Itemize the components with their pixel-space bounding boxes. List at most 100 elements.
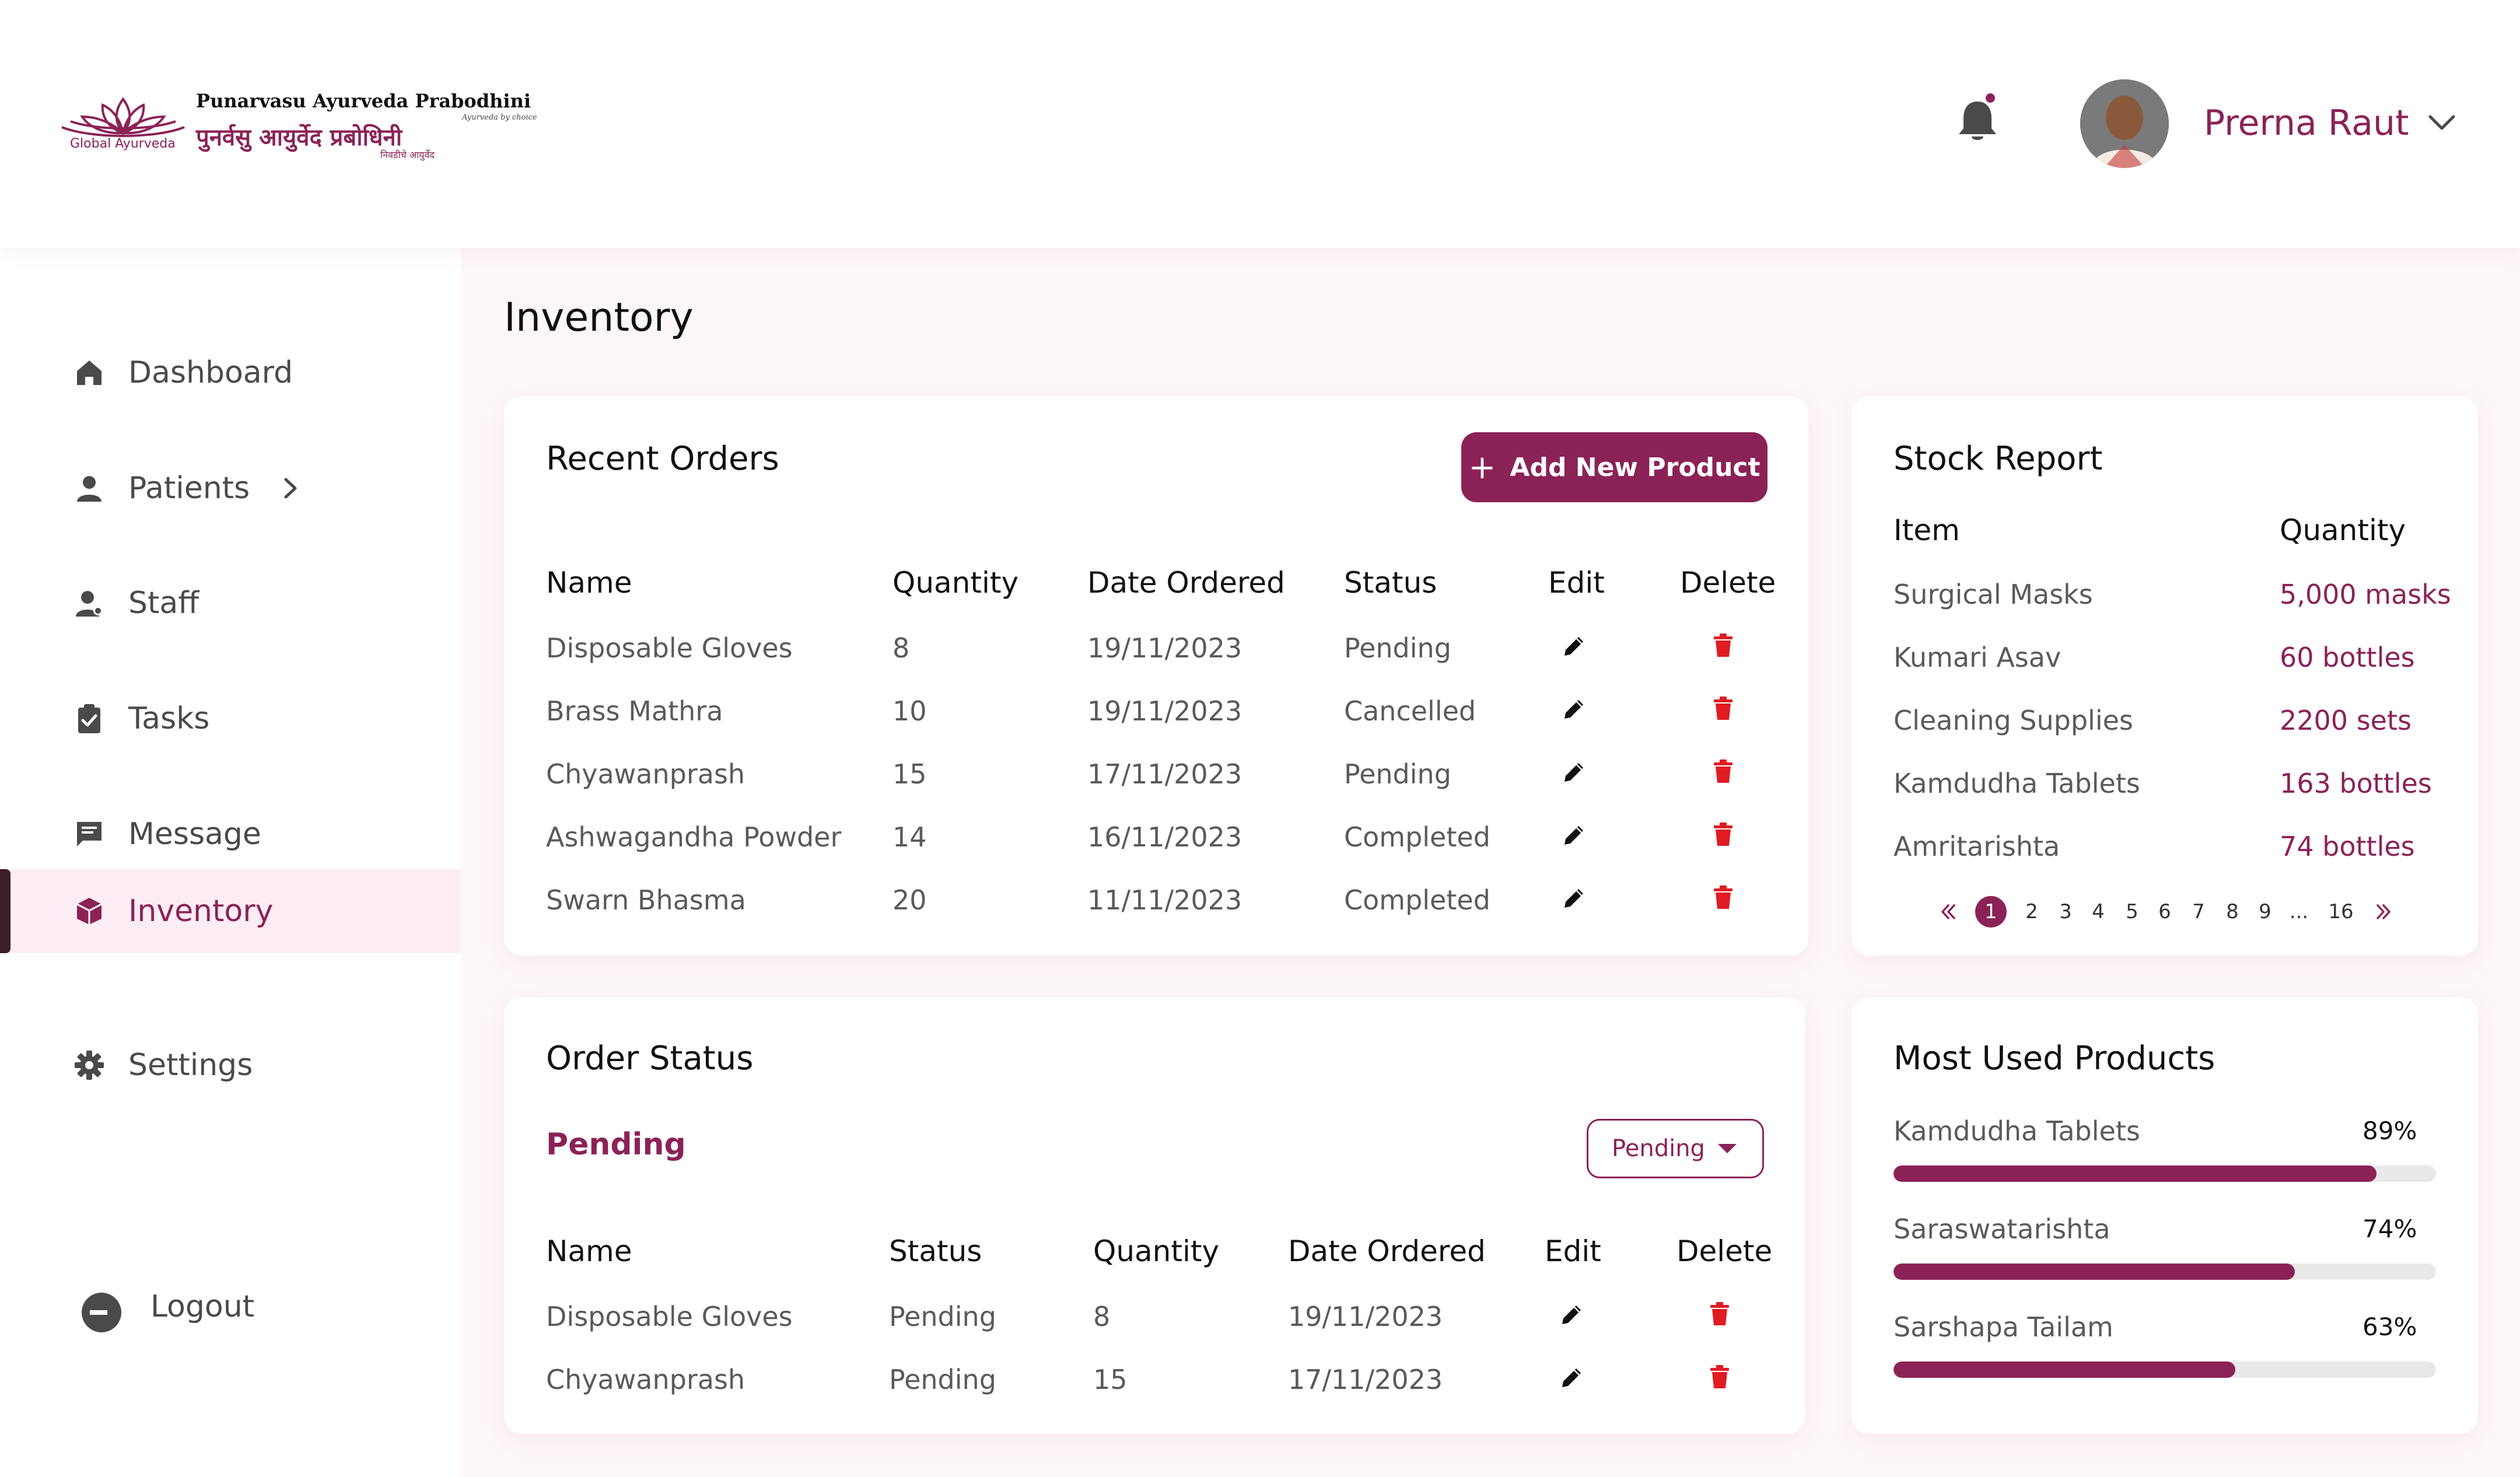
cell-status: Pending xyxy=(1344,758,1451,790)
cell-quantity: 14 xyxy=(892,821,927,853)
pencil-icon[interactable] xyxy=(1559,1302,1584,1328)
usage-progress-bar xyxy=(1894,1166,2436,1182)
usage-progress-fill xyxy=(1894,1166,2376,1182)
column-header-date-ordered: Date Ordered xyxy=(1087,566,1285,600)
pagination-page-16[interactable]: 16 xyxy=(2328,900,2354,923)
cell-status: Completed xyxy=(1344,884,1490,916)
brand-name-english: Punarvasu Ayurveda Prabodhini xyxy=(196,90,531,112)
cell-date: 17/11/2023 xyxy=(1087,758,1242,790)
sidebar-item-message[interactable]: Message xyxy=(0,792,461,876)
product-percent: 74% xyxy=(2362,1214,2417,1243)
trash-icon[interactable] xyxy=(1710,695,1736,721)
most-used-products-title: Most Used Products xyxy=(1894,1040,2216,1077)
cell-name: Disposable Gloves xyxy=(546,1301,793,1332)
product-percent: 63% xyxy=(2362,1312,2417,1341)
cell-date: 16/11/2023 xyxy=(1087,821,1242,853)
pagination-prev-icon[interactable] xyxy=(1931,896,1962,928)
order-status-filter-label: Pending xyxy=(546,1127,686,1162)
home-icon xyxy=(77,360,102,385)
stock-item-quantity: 2200 sets xyxy=(2280,705,2412,736)
user-name[interactable]: Prerna Raut xyxy=(2204,103,2409,144)
pagination-page-5[interactable]: 5 xyxy=(2126,900,2138,923)
trash-icon[interactable] xyxy=(1710,632,1736,658)
sidebar-item-dashboard[interactable]: Dashboard xyxy=(0,331,461,415)
pagination-ellipsis: ... xyxy=(2289,900,2309,923)
pencil-icon[interactable] xyxy=(1559,1365,1584,1391)
clipboard-icon xyxy=(78,704,100,733)
trash-icon[interactable] xyxy=(1707,1364,1732,1390)
column-header-item: Item xyxy=(1894,513,1960,547)
column-header-status: Status xyxy=(889,1234,982,1268)
order-status-title: Order Status xyxy=(546,1040,754,1077)
cell-date: 11/11/2023 xyxy=(1087,884,1242,916)
cell-date: 19/11/2023 xyxy=(1087,695,1242,727)
chevron-down-icon[interactable] xyxy=(2426,111,2458,134)
pagination-page-4[interactable]: 4 xyxy=(2092,900,2105,923)
sidebar-item-patients[interactable]: Patients xyxy=(0,446,461,530)
usage-progress-fill xyxy=(1894,1362,2235,1378)
recent-orders-title: Recent Orders xyxy=(546,440,779,478)
cell-status: Cancelled xyxy=(1344,695,1476,727)
column-header-status: Status xyxy=(1344,566,1437,600)
gear-icon xyxy=(75,1051,104,1080)
column-header-edit: Edit xyxy=(1545,1234,1601,1268)
sidebar-item-inventory[interactable]: Inventory xyxy=(0,869,461,953)
trash-icon[interactable] xyxy=(1710,758,1736,784)
pencil-icon[interactable] xyxy=(1561,760,1587,785)
most-used-products-card xyxy=(1852,998,2478,1434)
sidebar: Dashboard Patients Staff Tasks xyxy=(0,248,461,1477)
stock-item-quantity: 74 bottles xyxy=(2280,831,2415,862)
plus-icon: + xyxy=(1468,448,1496,487)
pagination-page-8[interactable]: 8 xyxy=(2226,900,2239,923)
cell-name: Chyawanprash xyxy=(546,758,746,790)
pagination-page-1[interactable]: 1 xyxy=(1975,896,2007,928)
pagination-page-6[interactable]: 6 xyxy=(2158,900,2171,923)
sidebar-item-label: Dashboard xyxy=(128,355,293,390)
usage-progress-fill xyxy=(1894,1264,2295,1280)
pencil-icon[interactable] xyxy=(1561,822,1587,848)
pagination-page-7[interactable]: 7 xyxy=(2192,900,2205,923)
sidebar-item-staff[interactable]: Staff xyxy=(0,561,461,645)
trash-icon[interactable] xyxy=(1710,821,1736,847)
stock-report-card xyxy=(1852,397,2478,956)
order-status-card xyxy=(504,998,1805,1434)
avatar[interactable] xyxy=(2080,79,2169,168)
trash-icon[interactable] xyxy=(1710,884,1736,910)
status-dropdown[interactable]: Pending xyxy=(1587,1119,1764,1178)
pagination-page-3[interactable]: 3 xyxy=(2059,900,2072,923)
brand-logo[interactable]: Global Ayurveda Punarvasu Ayurveda Prabo… xyxy=(56,88,552,163)
column-header-delete: Delete xyxy=(1676,1234,1773,1268)
sidebar-item-settings[interactable]: Settings xyxy=(0,1023,461,1107)
status-dropdown-value: Pending xyxy=(1612,1135,1705,1162)
logout-button[interactable]: Logout xyxy=(0,1266,461,1350)
cell-name: Chyawanprash xyxy=(546,1364,746,1395)
pencil-icon[interactable] xyxy=(1561,886,1587,911)
column-header-quantity: Quantity xyxy=(2280,513,2406,547)
message-icon xyxy=(77,822,102,846)
sidebar-item-tasks[interactable]: Tasks xyxy=(0,677,461,761)
brand-tagline: Ayurveda by choice xyxy=(462,113,537,122)
add-new-product-button[interactable]: + Add New Product xyxy=(1461,432,1768,502)
column-header-edit: Edit xyxy=(1548,566,1605,600)
chevron-right-icon[interactable] xyxy=(279,474,302,503)
caret-down-icon xyxy=(1717,1144,1737,1153)
stock-item-name: Cleaning Supplies xyxy=(1894,705,2133,736)
cell-name: Swarn Bhasma xyxy=(546,884,746,916)
pencil-icon[interactable] xyxy=(1561,634,1587,659)
stock-item-quantity: 5,000 masks xyxy=(2280,579,2451,610)
bell-icon[interactable] xyxy=(1954,93,2001,146)
sidebar-item-label: Settings xyxy=(128,1048,253,1083)
sidebar-item-label: Patients xyxy=(128,471,250,506)
cell-status: Completed xyxy=(1344,821,1490,853)
pagination-next-icon[interactable] xyxy=(2370,896,2401,928)
pencil-icon[interactable] xyxy=(1561,696,1587,722)
pagination-page-2[interactable]: 2 xyxy=(2025,900,2038,923)
sidebar-item-label: Staff xyxy=(128,586,200,621)
lotus-logo-icon xyxy=(61,97,185,137)
pagination-page-9[interactable]: 9 xyxy=(2259,900,2272,923)
cell-name: Ashwagandha Powder xyxy=(546,821,842,853)
cell-name: Brass Mathra xyxy=(546,695,723,727)
column-header-name: Name xyxy=(546,566,632,600)
trash-icon[interactable] xyxy=(1707,1301,1732,1326)
stock-item-name: Kumari Asav xyxy=(1894,642,2062,673)
